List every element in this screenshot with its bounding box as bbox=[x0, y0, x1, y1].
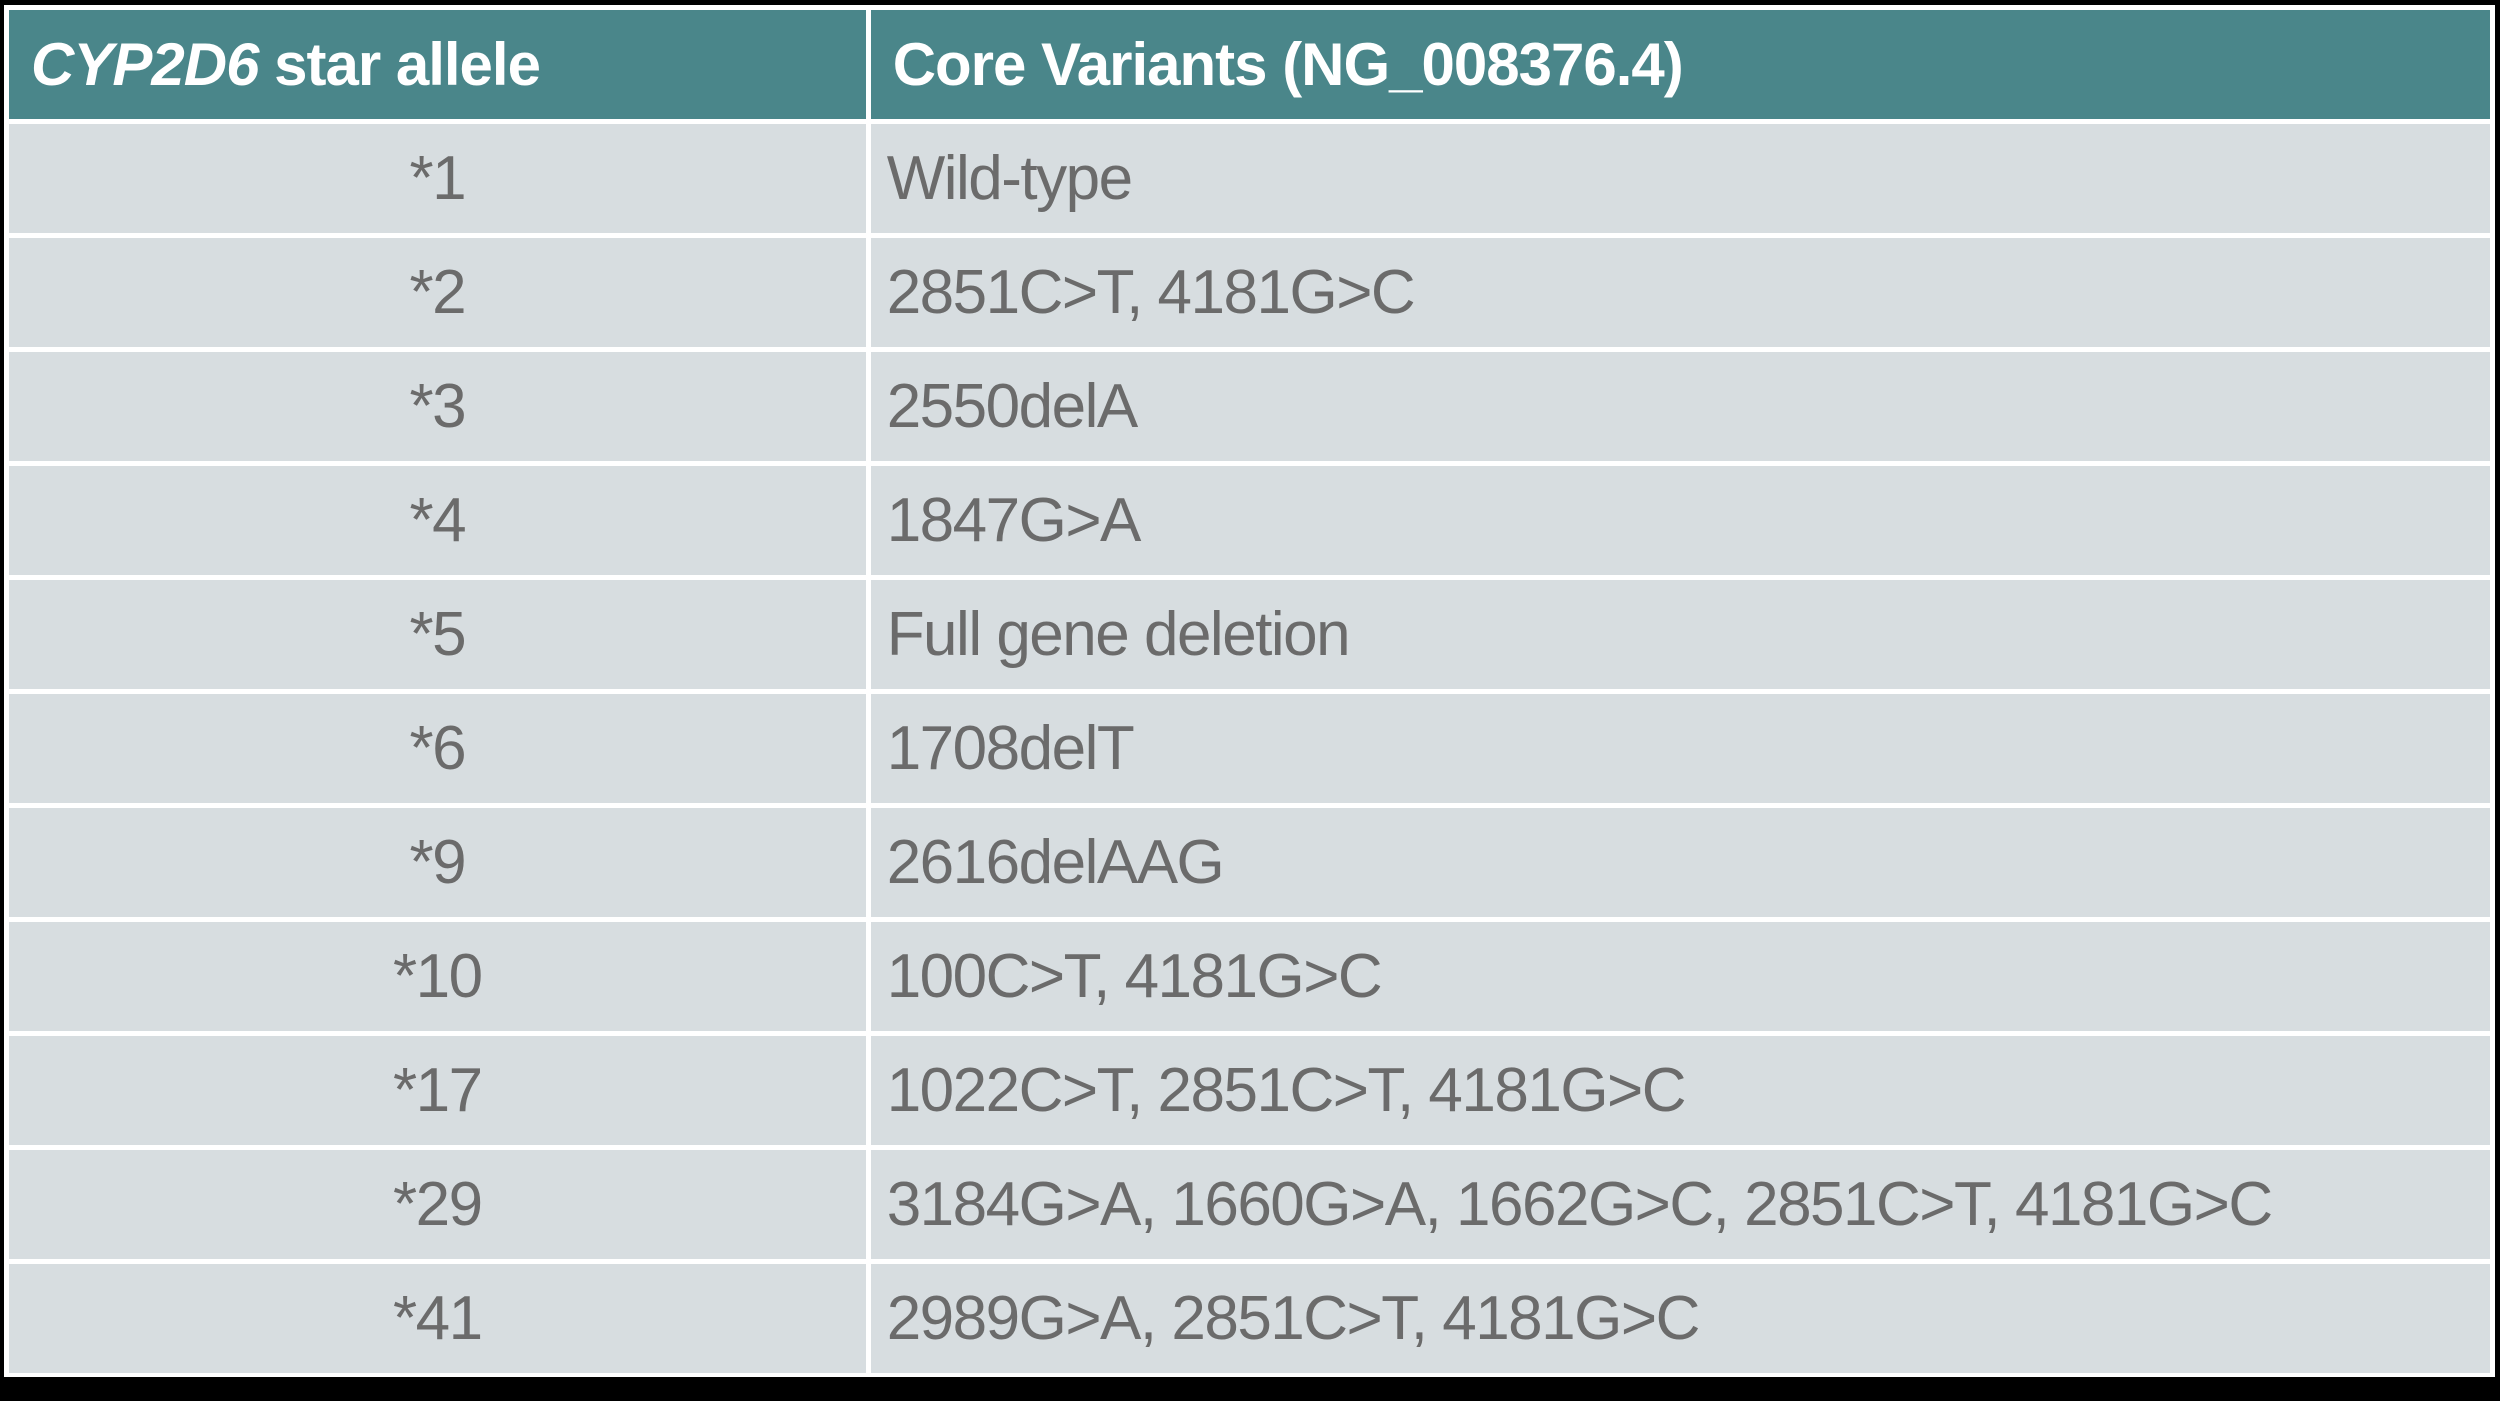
core-variants-cell: 2550delA bbox=[870, 352, 2490, 461]
slide-background: CYP2D6 star allele Core Variants (NG_008… bbox=[4, 5, 2495, 1377]
star-allele-cell: *10 bbox=[9, 922, 866, 1031]
star-allele-label: star allele bbox=[258, 31, 541, 98]
star-allele-cell: *5 bbox=[9, 580, 866, 689]
core-variants-cell: Full gene deletion bbox=[870, 580, 2490, 689]
header-row: CYP2D6 star allele Core Variants (NG_008… bbox=[9, 10, 2490, 119]
star-allele-cell: *41 bbox=[9, 1264, 866, 1373]
table-row: *41 2989G>A, 2851C>T, 4181G>C bbox=[9, 1264, 2490, 1373]
table-row: *10 100C>T, 4181G>C bbox=[9, 922, 2490, 1031]
header-cell-core-variants: Core Variants (NG_008376.4) bbox=[870, 10, 2490, 119]
table-row: *4 1847G>A bbox=[9, 466, 2490, 575]
table-row: *29 3184G>A, 1660G>A, 1662G>C, 2851C>T, 4… bbox=[9, 1150, 2490, 1259]
star-allele-cell: *29 bbox=[9, 1150, 866, 1259]
star-allele-cell: *3 bbox=[9, 352, 866, 461]
star-allele-cell: *1 bbox=[9, 124, 866, 233]
star-allele-cell: *4 bbox=[9, 466, 866, 575]
star-allele-cell: *2 bbox=[9, 238, 866, 347]
star-allele-cell: *6 bbox=[9, 694, 866, 803]
table-row: *9 2616delAAG bbox=[9, 808, 2490, 917]
star-allele-cell: *9 bbox=[9, 808, 866, 917]
table-row: *6 1708delT bbox=[9, 694, 2490, 803]
core-variants-cell: 2851C>T, 4181G>C bbox=[870, 238, 2490, 347]
core-variants-cell: 3184G>A, 1660G>A, 1662G>C, 2851C>T, 4181… bbox=[870, 1150, 2490, 1259]
core-variants-cell: 1847G>A bbox=[870, 466, 2490, 575]
core-variants-cell: Wild-type bbox=[870, 124, 2490, 233]
cyp2d6-allele-table: CYP2D6 star allele Core Variants (NG_008… bbox=[4, 5, 2495, 1378]
table-row: *5 Full gene deletion bbox=[9, 580, 2490, 689]
header-cell-star-allele: CYP2D6 star allele bbox=[9, 10, 866, 119]
table-row: *3 2550delA bbox=[9, 352, 2490, 461]
star-allele-cell: *17 bbox=[9, 1036, 866, 1145]
core-variants-cell: 2616delAAG bbox=[870, 808, 2490, 917]
table-row: *1 Wild-type bbox=[9, 124, 2490, 233]
core-variants-cell: 2989G>A, 2851C>T, 4181G>C bbox=[870, 1264, 2490, 1373]
table-row: *2 2851C>T, 4181G>C bbox=[9, 238, 2490, 347]
gene-name-italic: CYP2D6 bbox=[31, 31, 259, 98]
core-variants-cell: 100C>T, 4181G>C bbox=[870, 922, 2490, 1031]
core-variants-cell: 1708delT bbox=[870, 694, 2490, 803]
table-row: *17 1022C>T, 2851C>T, 4181G>C bbox=[9, 1036, 2490, 1145]
core-variants-cell: 1022C>T, 2851C>T, 4181G>C bbox=[870, 1036, 2490, 1145]
table-body: *1 Wild-type *2 2851C>T, 4181G>C *3 2550delA *… bbox=[9, 124, 2490, 1373]
